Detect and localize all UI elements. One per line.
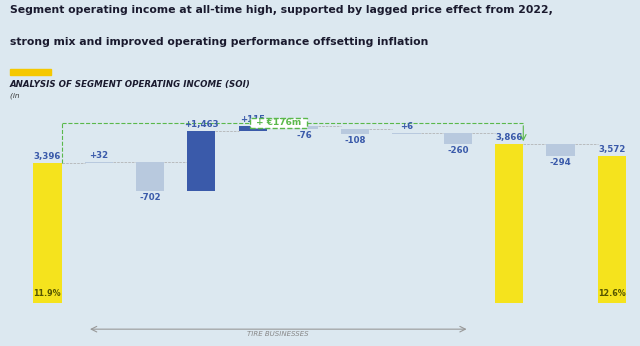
- Bar: [136, 162, 164, 191]
- Bar: [495, 144, 524, 303]
- Bar: [547, 144, 575, 156]
- FancyBboxPatch shape: [250, 118, 307, 128]
- Text: 12.6%: 12.6%: [598, 289, 626, 298]
- Bar: [33, 163, 61, 303]
- Bar: [10, 69, 51, 75]
- Text: -294: -294: [550, 158, 572, 167]
- Text: Segment operating income at all-time high, supported by lagged price effect from: Segment operating income at all-time hig…: [10, 5, 552, 15]
- Bar: [341, 129, 369, 134]
- Text: +1,463: +1,463: [184, 120, 219, 129]
- Bar: [444, 134, 472, 144]
- Text: 3,396: 3,396: [34, 152, 61, 161]
- Text: strong mix and improved operating performance offsetting inflation: strong mix and improved operating perfor…: [10, 37, 428, 47]
- Text: (in € millions): (in € millions): [10, 92, 59, 99]
- Text: +32: +32: [89, 151, 108, 160]
- Bar: [188, 131, 216, 191]
- Text: -76: -76: [296, 131, 312, 140]
- Text: -260: -260: [447, 146, 468, 155]
- Bar: [290, 126, 318, 129]
- Text: +115: +115: [240, 115, 265, 124]
- Bar: [598, 156, 626, 303]
- Text: + €176m: + €176m: [255, 118, 301, 127]
- Text: +6: +6: [400, 122, 413, 131]
- Text: 3,572: 3,572: [598, 145, 625, 154]
- Text: 3,866: 3,866: [495, 133, 523, 142]
- Text: TIRE BUSINESSES: TIRE BUSINESSES: [248, 331, 309, 337]
- Text: -702: -702: [140, 193, 161, 202]
- Text: ANALYSIS OF SEGMENT OPERATING INCOME (SOI): ANALYSIS OF SEGMENT OPERATING INCOME (SO…: [10, 80, 250, 89]
- Bar: [84, 162, 113, 163]
- Text: 11.9%: 11.9%: [34, 289, 61, 298]
- Bar: [239, 126, 267, 131]
- Text: -108: -108: [344, 136, 366, 145]
